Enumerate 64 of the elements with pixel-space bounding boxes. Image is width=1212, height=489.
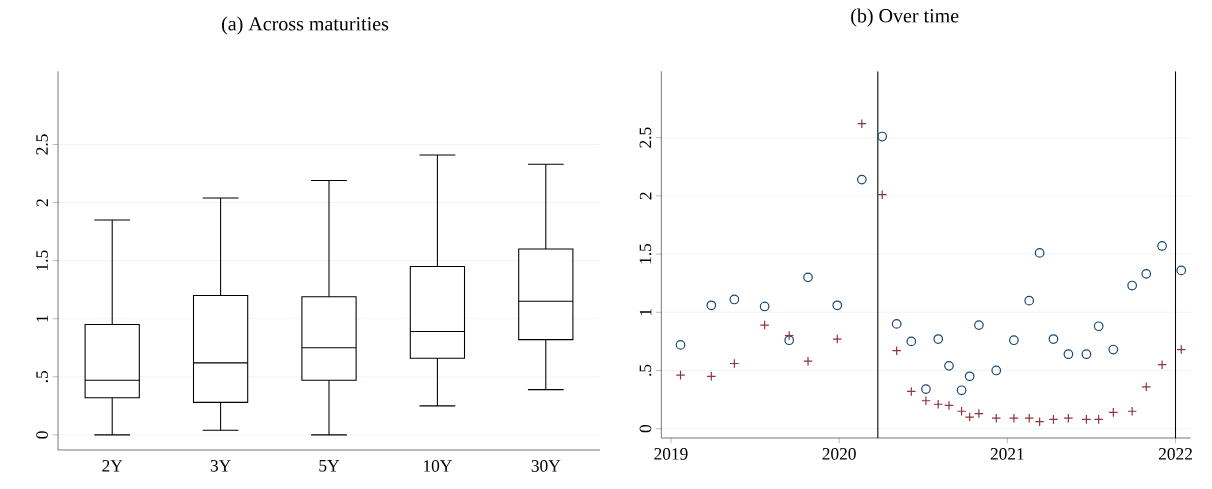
- chart-title: (a) Across maturities: [222, 16, 389, 35]
- point: [1009, 335, 1019, 346]
- x-tick-label: 3Y: [210, 460, 231, 472]
- point: [1127, 280, 1138, 291]
- point: [759, 301, 770, 312]
- point: [784, 335, 795, 346]
- point: [1127, 406, 1138, 417]
- point: [1048, 334, 1059, 344]
- point: [1093, 321, 1104, 332]
- point: [675, 340, 686, 350]
- point: [675, 370, 686, 381]
- point: [974, 320, 984, 330]
- point: [706, 300, 717, 311]
- point: [1157, 359, 1167, 370]
- point: [877, 131, 888, 142]
- point: [974, 408, 984, 419]
- y-tick-label: 2: [639, 192, 652, 200]
- point: [921, 395, 931, 406]
- x-tick-label: 5Y: [319, 460, 340, 472]
- y-tick-label: 0: [639, 425, 652, 433]
- y-tick-label: 1: [36, 315, 48, 322]
- y-tick-label: 1.5: [36, 250, 48, 270]
- y-tick-label: 1: [639, 308, 652, 316]
- point: [832, 334, 843, 344]
- x-tick-label: 2021: [990, 448, 1024, 460]
- x-tick-label: 2019: [654, 448, 688, 460]
- point: [1063, 349, 1074, 360]
- x-tick-label: 30Y: [531, 460, 561, 472]
- point: [1024, 295, 1035, 306]
- point: [906, 336, 917, 347]
- chart-title: (b) Over time: [851, 8, 959, 27]
- point: [964, 412, 975, 422]
- point: [832, 300, 843, 311]
- point: [1009, 413, 1019, 424]
- point: [1081, 349, 1092, 360]
- y-tick-label: 2.5: [639, 127, 652, 148]
- x-tick-label: 2022: [1158, 448, 1192, 460]
- y-tick-label: 2.5: [36, 134, 48, 155]
- point: [991, 365, 1002, 376]
- y-tick-label: 1.5: [639, 243, 652, 264]
- point: [944, 400, 954, 411]
- point: [856, 174, 867, 185]
- point: [1141, 269, 1152, 279]
- point: [1157, 241, 1167, 251]
- point: [956, 385, 967, 396]
- point: [729, 294, 740, 305]
- y-tick-label: 0: [36, 431, 48, 439]
- point: [921, 384, 931, 394]
- point: [964, 371, 975, 382]
- point: [803, 272, 813, 283]
- point: [933, 334, 944, 344]
- point: [891, 319, 902, 329]
- point: [759, 320, 770, 330]
- y-tick-label: 2: [36, 199, 48, 207]
- point: [803, 356, 813, 367]
- x-tick-label: 2020: [822, 448, 856, 460]
- point: [944, 360, 954, 371]
- y-tick-label: .5: [639, 364, 652, 376]
- x-tick-label: 2Y: [102, 460, 123, 472]
- y-tick-label: .5: [36, 371, 48, 383]
- point: [1034, 248, 1045, 258]
- point: [1108, 344, 1119, 355]
- point: [1176, 265, 1187, 276]
- x-tick-label: 10Y: [424, 460, 452, 472]
